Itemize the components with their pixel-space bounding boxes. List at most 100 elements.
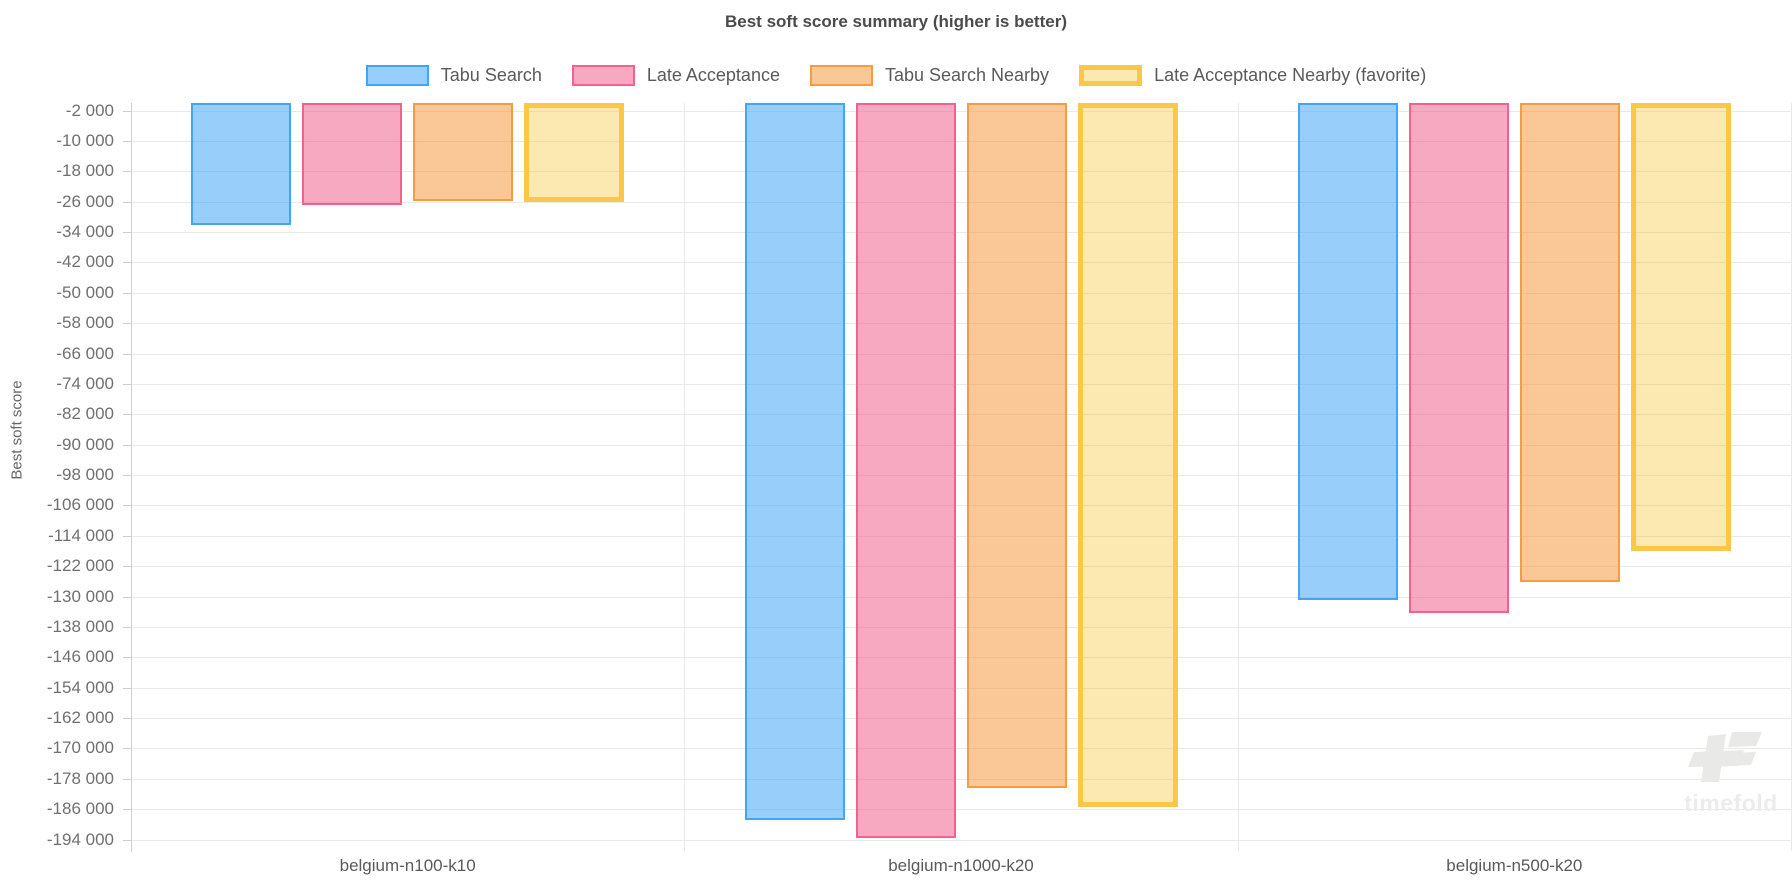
y-tick-label: -10 000	[56, 130, 114, 150]
y-gridline	[131, 232, 1791, 234]
y-tick-mark	[123, 323, 131, 325]
y-tick-label: -50 000	[56, 282, 114, 302]
y-tick-label: -122 000	[46, 556, 114, 576]
bar-late-acceptance-belgium-n1000-k20[interactable]	[855, 103, 956, 838]
y-tick-mark	[123, 292, 131, 294]
y-gridline	[131, 323, 1791, 325]
legend-swatch	[1079, 64, 1143, 86]
bar-late-acceptance-nearby-favorite-belgium-n1000-k20[interactable]	[1077, 103, 1178, 808]
y-tick-label: -82 000	[56, 404, 114, 424]
legend-item-tabu-search[interactable]: Tabu Search	[365, 64, 542, 86]
y-tick-label: -130 000	[46, 586, 114, 606]
y-tick-label: -18 000	[56, 161, 114, 181]
y-tick-mark	[123, 475, 131, 477]
y-gridline	[131, 778, 1791, 780]
x-category-label: belgium-n500-k20	[1446, 856, 1583, 875]
bar-tabu-search-belgium-n1000-k20[interactable]	[744, 103, 845, 820]
legend-swatch	[809, 64, 873, 86]
category-boundary-gridline	[684, 103, 686, 851]
y-gridline	[131, 839, 1791, 841]
bar-tabu-search-nearby-belgium-n500-k20[interactable]	[1519, 103, 1620, 583]
y-tick-label: -162 000	[46, 708, 114, 728]
y-tick-mark	[123, 262, 131, 264]
y-gridline	[131, 535, 1791, 537]
y-gridline	[131, 748, 1791, 750]
y-tick-mark	[123, 414, 131, 416]
legend-label: Late Acceptance Nearby (favorite)	[1154, 64, 1427, 85]
y-tick-mark	[123, 505, 131, 507]
legend-item-late-acceptance-nearby-favorite[interactable]: Late Acceptance Nearby (favorite)	[1079, 64, 1427, 86]
timefold-logo-icon	[1688, 732, 1762, 782]
y-tick-mark	[123, 809, 131, 811]
y-tick-label: -98 000	[56, 465, 114, 485]
y-gridline	[131, 292, 1791, 294]
y-tick-mark	[123, 718, 131, 720]
y-tick-mark	[123, 596, 131, 598]
y-tick-mark	[123, 566, 131, 568]
y-tick-mark	[123, 171, 131, 173]
bar-late-acceptance-belgium-n100-k10[interactable]	[302, 103, 403, 205]
y-tick-label: -74 000	[56, 373, 114, 393]
watermark-text: timefold	[1684, 790, 1778, 816]
y-tick-label: -2 000	[65, 100, 114, 120]
y-tick-mark	[123, 687, 131, 689]
y-axis-line	[131, 103, 132, 852]
bar-tabu-search-belgium-n500-k20[interactable]	[1297, 103, 1398, 601]
legend-label: Late Acceptance	[646, 64, 780, 85]
y-gridline	[131, 414, 1791, 416]
y-tick-mark	[123, 383, 131, 385]
bar-tabu-search-belgium-n100-k10[interactable]	[191, 103, 292, 225]
y-tick-mark	[123, 201, 131, 203]
y-tick-mark	[123, 444, 131, 446]
y-tick-label: -58 000	[56, 313, 114, 333]
y-gridline	[131, 505, 1791, 507]
y-tick-label: -90 000	[56, 434, 114, 454]
y-gridline	[131, 353, 1791, 355]
bar-late-acceptance-nearby-favorite-belgium-n100-k10[interactable]	[524, 103, 625, 203]
y-tick-label: -106 000	[46, 495, 114, 515]
legend-item-late-acceptance[interactable]: Late Acceptance	[571, 64, 780, 86]
y-tick-label: -34 000	[56, 222, 114, 242]
y-tick-label: -114 000	[48, 525, 114, 545]
legend-item-tabu-search-nearby[interactable]: Tabu Search Nearby	[809, 64, 1049, 86]
legend-swatch	[571, 64, 635, 86]
y-tick-mark	[123, 110, 131, 112]
y-tick-mark	[123, 535, 131, 537]
chart-title: Best soft score summary (higher is bette…	[725, 12, 1067, 31]
y-tick-label: -154 000	[46, 677, 114, 697]
bar-late-acceptance-nearby-favorite-belgium-n500-k20[interactable]	[1630, 103, 1731, 551]
y-gridline	[131, 626, 1791, 628]
y-tick-mark	[123, 657, 131, 659]
y-tick-label: -178 000	[46, 768, 114, 788]
bar-late-acceptance-belgium-n500-k20[interactable]	[1408, 103, 1509, 613]
y-gridline	[131, 140, 1791, 142]
y-tick-label: -26 000	[56, 191, 114, 211]
y-gridline	[131, 444, 1791, 446]
y-tick-mark	[123, 839, 131, 841]
x-category-label: belgium-n100-k10	[339, 856, 476, 875]
y-gridline	[131, 475, 1791, 477]
bar-tabu-search-nearby-belgium-n100-k10[interactable]	[413, 103, 514, 202]
legend: Tabu Search Late Acceptance Tabu Search Ne…	[0, 55, 1792, 95]
y-gridline	[131, 110, 1791, 112]
y-gridline	[131, 566, 1791, 568]
y-gridline	[131, 201, 1791, 203]
y-tick-label: -138 000	[46, 616, 114, 636]
y-tick-label: -186 000	[46, 799, 114, 819]
y-gridline	[131, 596, 1791, 598]
y-gridline	[131, 383, 1791, 385]
category-boundary-gridline	[1237, 103, 1239, 851]
y-gridline	[131, 687, 1791, 689]
y-tick-mark	[123, 232, 131, 234]
y-gridline	[131, 171, 1791, 173]
y-tick-label: -66 000	[56, 343, 114, 363]
y-tick-label: -146 000	[46, 647, 114, 667]
y-tick-mark	[123, 626, 131, 628]
y-tick-mark	[123, 353, 131, 355]
y-gridline	[131, 718, 1791, 720]
legend-swatch	[365, 64, 429, 86]
y-tick-label: -194 000	[46, 829, 114, 849]
y-tick-mark	[123, 748, 131, 750]
bar-tabu-search-nearby-belgium-n1000-k20[interactable]	[966, 103, 1067, 788]
